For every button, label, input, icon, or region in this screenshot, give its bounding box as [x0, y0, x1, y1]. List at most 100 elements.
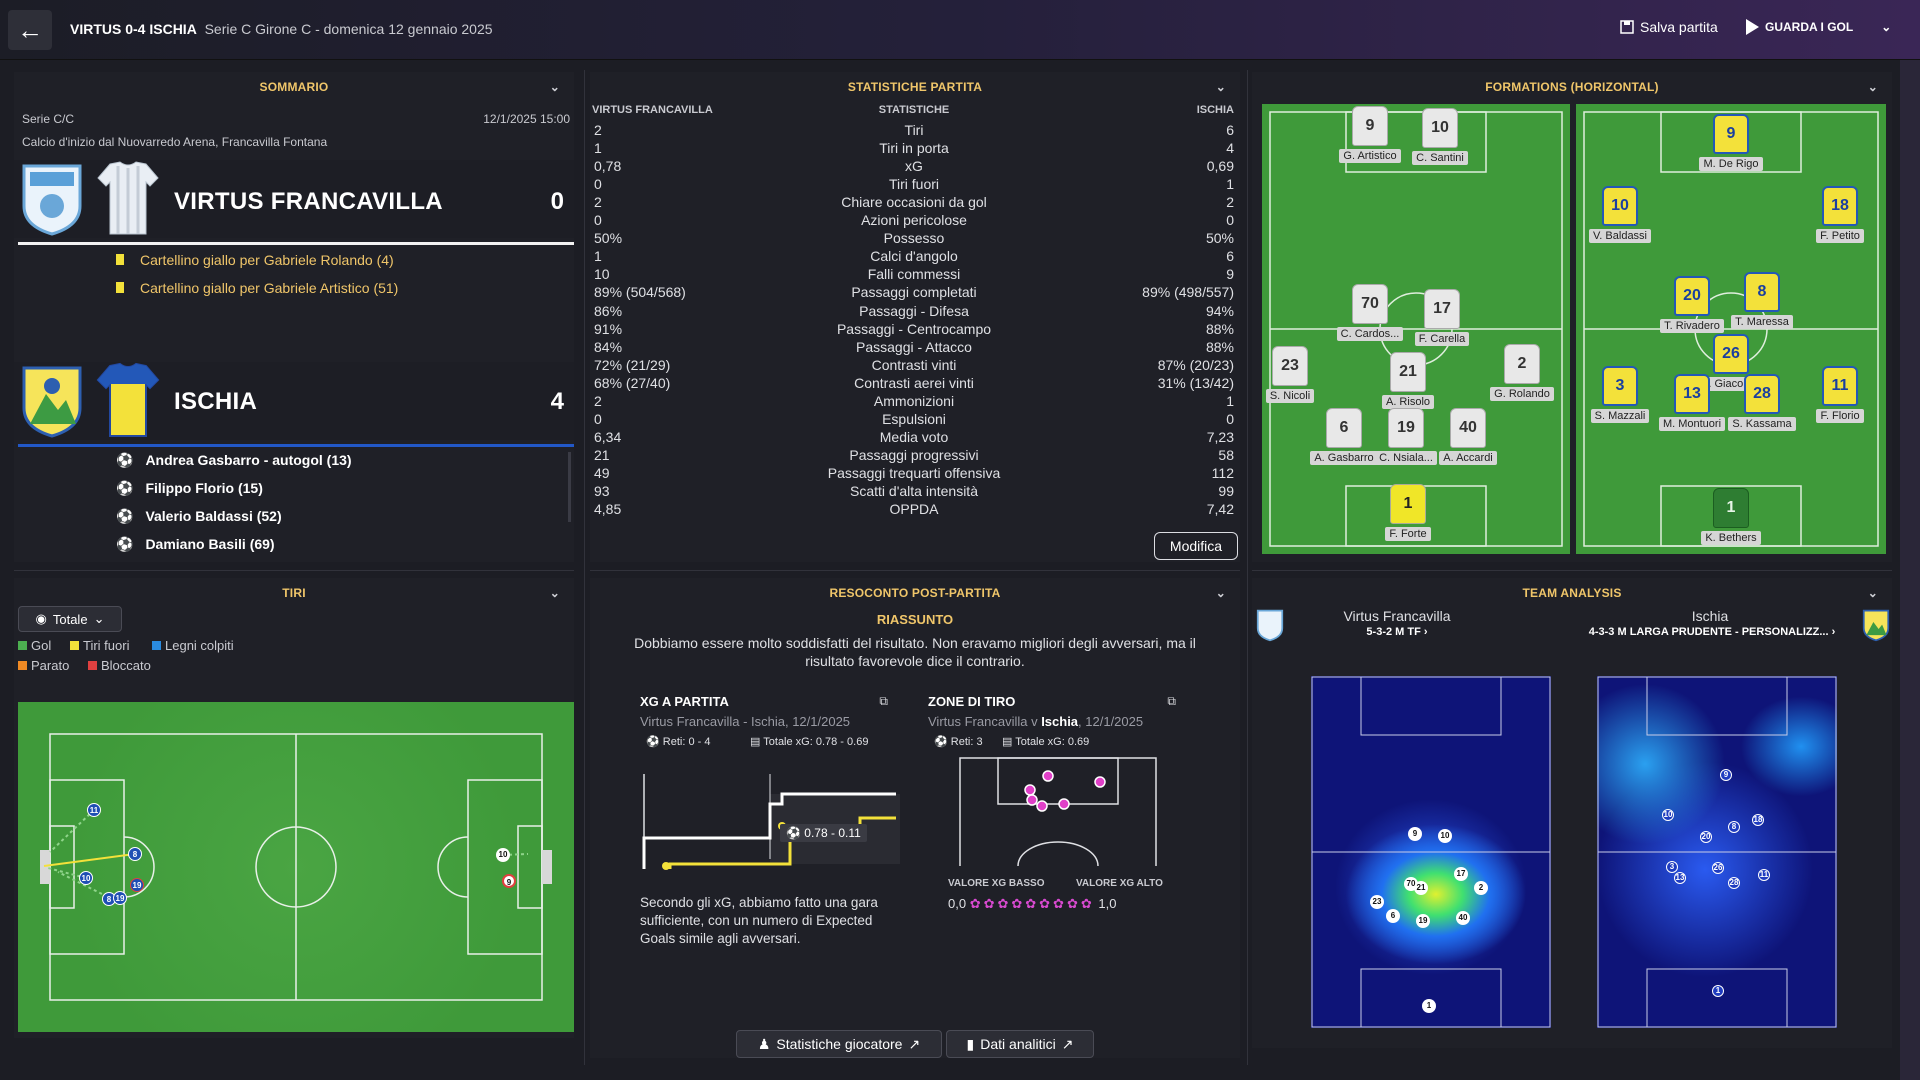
- shot-marker[interactable]: 8: [128, 847, 142, 861]
- chevron-down-icon[interactable]: ⌄: [1867, 80, 1878, 94]
- row-divider: [590, 570, 1240, 571]
- stat-home-value: 0: [594, 212, 602, 229]
- match-score-title: VIRTUS 0-4 ISCHIA: [70, 21, 197, 37]
- stat-home-value: 21: [594, 446, 610, 463]
- stat-home-value: 72% (21/29): [594, 356, 671, 373]
- expand-icon[interactable]: ⧉: [1167, 694, 1176, 708]
- formation-player[interactable]: 17 F. Carella: [1397, 289, 1487, 347]
- formation-player[interactable]: 2 G. Rolando: [1477, 344, 1567, 402]
- xg-goals: ⚽ Reti: 0 - 4: [646, 735, 710, 748]
- stat-home-value: 68% (27/40): [594, 374, 671, 391]
- shot-marker[interactable]: 10: [79, 871, 93, 885]
- summary-heading: RIASSUNTO: [876, 612, 954, 627]
- formation-player[interactable]: 6 A. Gasbarro: [1299, 408, 1389, 466]
- legend-goal: Gol: [18, 638, 51, 653]
- formation-player[interactable]: 9 M. De Rigo: [1686, 114, 1776, 172]
- scrollbar[interactable]: [568, 452, 571, 522]
- pitch-lines: [1311, 676, 1551, 1028]
- player-stats-button[interactable]: ♟ Statistiche giocatore ↗: [736, 1030, 942, 1058]
- shot-marker[interactable]: 19: [113, 891, 127, 905]
- xg-scale-max: 1,0: [1098, 896, 1117, 911]
- stat-row: Tiri 2 6: [590, 122, 1238, 140]
- summary-text: Dobbiamo essere molto soddisfatti del ri…: [634, 635, 1196, 669]
- player-name: F. Forte: [1385, 527, 1431, 541]
- shirt-icon: 6: [1326, 408, 1362, 448]
- back-button[interactable]: ←: [8, 10, 52, 50]
- chevron-down-icon[interactable]: ⌄: [1867, 586, 1878, 600]
- stat-away-value: 2: [1226, 194, 1234, 211]
- edit-button[interactable]: Modifica: [1154, 532, 1238, 560]
- legend-blocked: Bloccato: [88, 658, 151, 673]
- chevron-down-icon[interactable]: ⌄: [1215, 586, 1226, 600]
- shirt-icon: 13: [1674, 374, 1710, 414]
- shot-marker[interactable]: 11: [87, 803, 101, 817]
- shots-filter-dropdown[interactable]: ◉ Totale ⌄: [18, 606, 122, 632]
- zones-card-subtitle: Virtus Francavilla v Ischia, 12/1/2025: [928, 714, 1143, 729]
- report-panel: RESOCONTO POST-PARTITA ⌄ RIASSUNTO Dobbia…: [590, 578, 1240, 1058]
- player-name: A. Accardi: [1439, 451, 1497, 465]
- player-name: C. Santini: [1412, 151, 1468, 165]
- analysis-title: TEAM ANALYSIS: [1522, 586, 1622, 600]
- stat-home-value: 0,78: [594, 158, 622, 175]
- formation-player[interactable]: 13 M. Montuori: [1647, 374, 1737, 432]
- xg-card-subtitle: Virtus Francavilla - Ischia, 12/1/2025: [640, 714, 851, 729]
- formation-player[interactable]: 10 V. Baldassi: [1576, 186, 1665, 244]
- stat-away-value: 1: [1226, 176, 1234, 193]
- formation-player[interactable]: 70 C. Cardos...: [1325, 284, 1415, 342]
- stat-row: Passaggi - Difesa 86% 94%: [590, 303, 1238, 321]
- formation-player[interactable]: 11 F. Florio: [1795, 366, 1885, 424]
- shot-marker[interactable]: 10: [496, 848, 510, 862]
- watch-goals-button[interactable]: GUARDA I GOL ⌄: [1745, 19, 1891, 35]
- formation-player[interactable]: 18 F. Petito: [1795, 186, 1885, 244]
- stat-label: Espulsioni: [882, 410, 946, 427]
- xg-card-text: Secondo gli xG, abbiamo fatto una gara s…: [640, 895, 878, 946]
- player-name: M. De Rigo: [1699, 157, 1763, 171]
- save-match-button[interactable]: Salva partita: [1620, 19, 1718, 35]
- expand-icon[interactable]: ⧉: [879, 694, 888, 708]
- formation-player[interactable]: 8 T. Maressa: [1717, 272, 1807, 330]
- chevron-down-icon[interactable]: ⌄: [1881, 20, 1892, 34]
- formation-player[interactable]: 28 S. Kassama: [1717, 374, 1807, 432]
- ball-icon: ⚽: [934, 736, 948, 748]
- formation-player[interactable]: 21 A. Risolo: [1363, 352, 1453, 410]
- home-formation-link[interactable]: 5-3-2 M TF ›: [1366, 626, 1428, 638]
- formation-player[interactable]: 23 S. Nicoli: [1262, 346, 1335, 404]
- shot-marker[interactable]: 9: [502, 874, 516, 888]
- shot-marker[interactable]: 19: [130, 878, 144, 892]
- formation-player[interactable]: 1 F. Forte: [1363, 484, 1453, 542]
- home-shirt-icon: [97, 161, 159, 235]
- zones-card-title: ZONE DI TIRO: [928, 694, 1016, 709]
- away-formation-link[interactable]: 4-3-3 M LARGA PRUDENTE - PERSONALIZZ... …: [1588, 626, 1836, 638]
- stat-label: Media voto: [879, 428, 949, 445]
- stat-row: Calci d'angolo 1 6: [590, 248, 1238, 266]
- shots-pitch[interactable]: 11 8 10 19 8 19 10 9: [18, 702, 574, 1032]
- formation-player[interactable]: 1 K. Bethers: [1686, 488, 1776, 546]
- formation-player[interactable]: 9 G. Artistico: [1325, 106, 1415, 164]
- position-dot: 26: [1712, 862, 1724, 874]
- virtus-crest-icon: [1256, 609, 1284, 642]
- stat-row: Espulsioni 0 0: [590, 411, 1238, 429]
- stat-home-value: 1: [594, 248, 602, 265]
- goal-icon: ⚽: [116, 508, 134, 524]
- formation-player[interactable]: 10 C. Santini: [1395, 108, 1485, 166]
- stat-away-value: 112: [1211, 464, 1234, 481]
- stat-row: Possesso 50% 50%: [590, 230, 1238, 248]
- home-team-label: Virtus Francavilla: [1343, 608, 1451, 624]
- chevron-down-icon[interactable]: ⌄: [549, 586, 560, 600]
- formation-player[interactable]: 3 S. Mazzali: [1576, 366, 1665, 424]
- analytics-button[interactable]: ▮ Dati analitici ↗: [946, 1030, 1094, 1058]
- stat-label: Passaggi trequarti offensiva: [827, 464, 1001, 481]
- chevron-down-icon[interactable]: ⌄: [549, 80, 560, 94]
- position-dot: 6: [1386, 909, 1400, 923]
- formation-player[interactable]: 19 C. Nsiala...: [1361, 408, 1451, 466]
- away-score: 4: [550, 388, 564, 415]
- legend-label: Bloccato: [101, 658, 151, 673]
- stat-row: Tiri in porta 1 4: [590, 140, 1238, 158]
- xg-scale-min: 0,0: [948, 896, 967, 911]
- formation-player[interactable]: 40 A. Accardi: [1423, 408, 1513, 466]
- analysis-header: TEAM ANALYSIS ⌄: [1252, 578, 1892, 608]
- chevron-down-icon[interactable]: ⌄: [1215, 80, 1226, 94]
- zones-total-value: Totale xG: 0.69: [1015, 736, 1090, 748]
- legend-swatch: [152, 641, 161, 650]
- formation-player[interactable]: 20 T. Rivadero: [1647, 276, 1737, 334]
